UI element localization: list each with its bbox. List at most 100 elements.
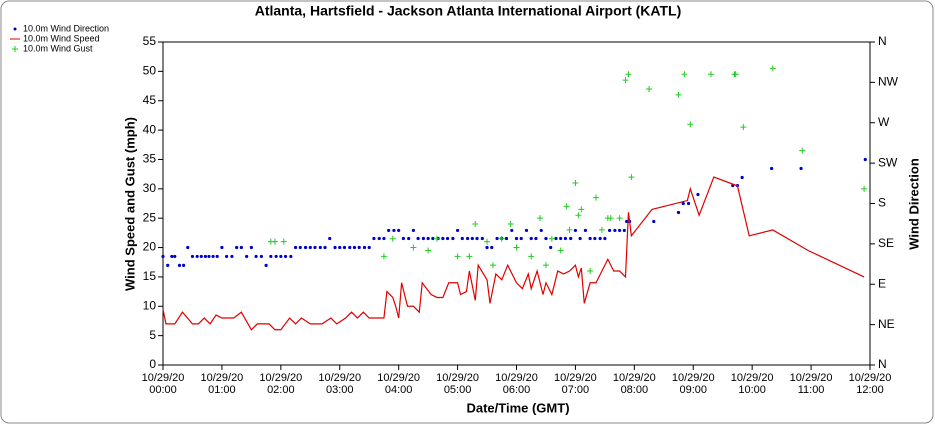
direction-point: [190, 254, 195, 259]
y2-tick-label: NE: [878, 317, 895, 331]
legend-label: 10.0m Wind Direction: [23, 23, 109, 33]
gust-point: [563, 203, 570, 210]
gust-point: [625, 71, 632, 78]
direction-point: [485, 245, 489, 250]
direction-point: [652, 219, 656, 224]
y2-axis-label: Wind Direction: [906, 158, 921, 250]
direction-point: [342, 245, 347, 250]
direction-point: [293, 245, 298, 250]
direction-point: [207, 254, 211, 259]
direction-point: [554, 236, 558, 241]
gust-point: [732, 71, 739, 78]
y-tick-label: 5: [149, 328, 156, 342]
direction-point: [313, 245, 317, 250]
x-tick-label: 10/29/20 12:00: [848, 372, 892, 396]
direction-point: [607, 228, 612, 233]
direction-point: [249, 245, 253, 250]
gust-point: [498, 235, 505, 242]
direction-point: [588, 236, 592, 241]
gust-point: [528, 253, 535, 260]
direction-point: [563, 236, 568, 241]
y-tick-label: 20: [143, 240, 157, 254]
direction-point: [686, 201, 691, 206]
y-tick-label: 0: [149, 357, 156, 371]
gust-point: [628, 174, 635, 181]
direction-point: [618, 228, 622, 233]
gust-point: [575, 212, 582, 219]
direction-point: [225, 254, 229, 259]
direction-point: [328, 236, 332, 241]
x-tick-label: 10/29/20 01:00: [200, 372, 244, 396]
y2-tick-label: E: [878, 276, 886, 290]
x-tick-label: 10/29/20 02:00: [259, 372, 303, 396]
direction-point: [264, 263, 268, 268]
direction-point: [170, 254, 174, 259]
gust-point: [566, 226, 573, 233]
gust-point: [537, 215, 544, 222]
direction-point: [569, 236, 573, 241]
x-axis-label: Date/Time (GMT): [466, 400, 569, 415]
direction-point: [401, 236, 405, 241]
direction-point: [441, 236, 445, 241]
gust-point: [557, 247, 564, 254]
direction-point: [259, 254, 263, 259]
direction-point: [559, 236, 563, 241]
direction-point: [397, 228, 401, 233]
direction-point: [215, 254, 219, 259]
direction-point: [524, 228, 529, 233]
gust-point: [681, 71, 688, 78]
y-tick-label: 55: [143, 34, 157, 48]
x-tick-label: 10/29/20 08:00: [612, 372, 656, 396]
direction-point: [392, 228, 396, 233]
direction-point: [245, 254, 249, 259]
gust-point: [507, 221, 514, 228]
direction-point: [603, 236, 607, 241]
chart-title: Atlanta, Hartsfield - Jackson Atlanta In…: [255, 3, 682, 19]
direction-point: [681, 201, 685, 206]
direction-point: [283, 254, 288, 259]
direction-point: [593, 236, 597, 241]
gust-point: [433, 235, 440, 242]
direction-point: [863, 157, 867, 162]
direction-point: [529, 236, 533, 241]
y2-tick-label: N: [878, 357, 887, 371]
direction-point: [696, 192, 700, 197]
x-tick-label: 10/29/20 03:00: [318, 372, 362, 396]
direction-point: [274, 254, 278, 259]
y-tick-label: 15: [143, 269, 157, 283]
gust-point: [616, 215, 623, 222]
x-tick-label: 10/29/20 05:00: [436, 372, 479, 396]
direction-point: [303, 245, 308, 250]
y2-tick-label: SW: [878, 155, 898, 169]
x-tick-label: 10/29/20 11:00: [789, 372, 833, 396]
direction-point: [740, 175, 744, 180]
direction-point: [333, 245, 337, 250]
direction-point: [480, 236, 484, 241]
direction-point: [323, 245, 327, 250]
speed-line: [162, 176, 865, 331]
gust-point: [622, 77, 629, 84]
direction-point: [289, 254, 293, 259]
direction-point: [460, 236, 464, 241]
gust-point: [280, 238, 287, 245]
direction-point: [539, 228, 543, 233]
direction-point: [377, 236, 381, 241]
direction-point: [211, 254, 215, 259]
x-tick-label: 10/29/20 06:00: [495, 372, 538, 396]
y2-tick-label: W: [878, 115, 890, 129]
direction-point: [308, 245, 312, 250]
direction-point: [186, 245, 190, 250]
gust-point: [271, 238, 278, 245]
y2-tick-label: NW: [878, 75, 899, 89]
direction-point: [613, 228, 617, 233]
gust-point: [572, 179, 579, 186]
direction-point: [367, 245, 371, 250]
direction-point: [451, 236, 455, 241]
direction-point: [544, 236, 548, 241]
direction-point: [235, 245, 239, 250]
gust-point: [675, 91, 682, 98]
legend-marker: [12, 46, 18, 52]
direction-point: [298, 245, 302, 250]
